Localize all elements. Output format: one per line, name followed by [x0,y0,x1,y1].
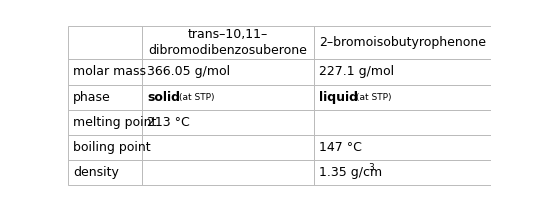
Text: (at STP): (at STP) [179,93,215,102]
Bar [143,59,313,84]
Bar [143,160,313,185]
Bar [143,110,313,135]
Text: 147 °C: 147 °C [319,141,361,154]
Bar [313,84,491,110]
Bar [313,160,491,185]
Text: liquid: liquid [319,91,358,104]
Text: (at STP): (at STP) [356,93,391,102]
Bar [68,160,143,185]
Text: 213 °C: 213 °C [147,116,190,129]
Bar [143,84,313,110]
Text: 2–bromoisobutyrophenone: 2–bromoisobutyrophenone [319,37,486,50]
Bar [313,26,491,59]
Bar [68,135,143,160]
Text: boiling point: boiling point [73,141,151,154]
Bar [313,110,491,135]
Text: trans–10,11–
dibromodibenzosuberone: trans–10,11– dibromodibenzosuberone [149,28,307,57]
Text: density: density [73,166,119,179]
Bar [143,26,313,59]
Bar [68,59,143,84]
Text: molar mass: molar mass [73,66,146,79]
Bar [68,26,143,59]
Text: 1.35 g/cm: 1.35 g/cm [319,166,382,179]
Text: solid: solid [147,91,180,104]
Bar [313,135,491,160]
Bar [313,59,491,84]
Text: melting point: melting point [73,116,157,129]
Bar [68,110,143,135]
Text: 3: 3 [369,163,375,172]
Bar [143,135,313,160]
Bar [68,84,143,110]
Text: 227.1 g/mol: 227.1 g/mol [319,66,394,79]
Text: 366.05 g/mol: 366.05 g/mol [147,66,230,79]
Text: phase: phase [73,91,111,104]
